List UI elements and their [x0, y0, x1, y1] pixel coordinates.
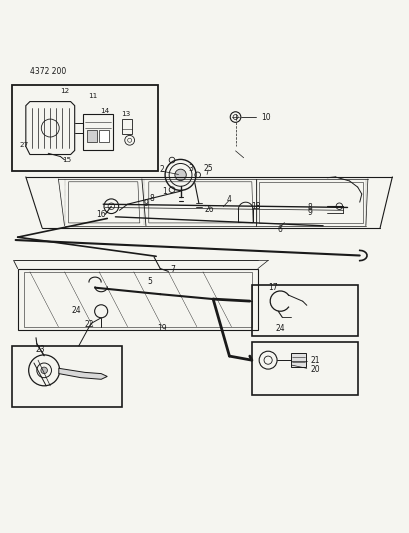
Text: 4372 200: 4372 200 [30, 67, 66, 76]
Text: 16: 16 [96, 211, 106, 219]
Polygon shape [58, 368, 107, 379]
Text: 27: 27 [19, 142, 28, 148]
Text: 20: 20 [309, 365, 319, 374]
Text: 17: 17 [268, 283, 278, 292]
Text: 3: 3 [188, 164, 193, 173]
Text: 12: 12 [60, 88, 69, 94]
Bar [99, 130, 109, 142]
Text: 23: 23 [35, 345, 45, 354]
Text: 4: 4 [226, 195, 231, 204]
Text: 18: 18 [251, 201, 260, 211]
Text: 8: 8 [149, 193, 154, 203]
Text: 26: 26 [204, 205, 213, 214]
Bar [11, 346, 121, 407]
Text: 19: 19 [157, 324, 166, 333]
Bar [290, 353, 305, 367]
Text: 14: 14 [100, 108, 110, 114]
Text: 2: 2 [160, 165, 164, 174]
Text: 24: 24 [72, 306, 81, 315]
Text: 9: 9 [143, 199, 148, 208]
Text: 13: 13 [121, 111, 130, 117]
Text: 15: 15 [62, 157, 71, 163]
Text: 22: 22 [84, 320, 94, 329]
Bar [87, 130, 97, 142]
Text: 5: 5 [147, 277, 152, 286]
Text: 10: 10 [261, 112, 270, 122]
Text: 21: 21 [310, 357, 319, 366]
Circle shape [175, 169, 186, 181]
Bar [11, 85, 158, 171]
Circle shape [41, 367, 47, 374]
Text: 11: 11 [88, 93, 97, 99]
Bar [251, 342, 357, 395]
Bar [121, 119, 131, 134]
Text: 6: 6 [277, 224, 282, 233]
Text: 9: 9 [307, 208, 312, 217]
Text: 8: 8 [307, 203, 312, 212]
Text: 1: 1 [162, 188, 166, 197]
Text: 24: 24 [275, 324, 284, 333]
Text: 7: 7 [170, 265, 174, 274]
Text: 25: 25 [203, 164, 213, 173]
Bar [251, 285, 357, 336]
